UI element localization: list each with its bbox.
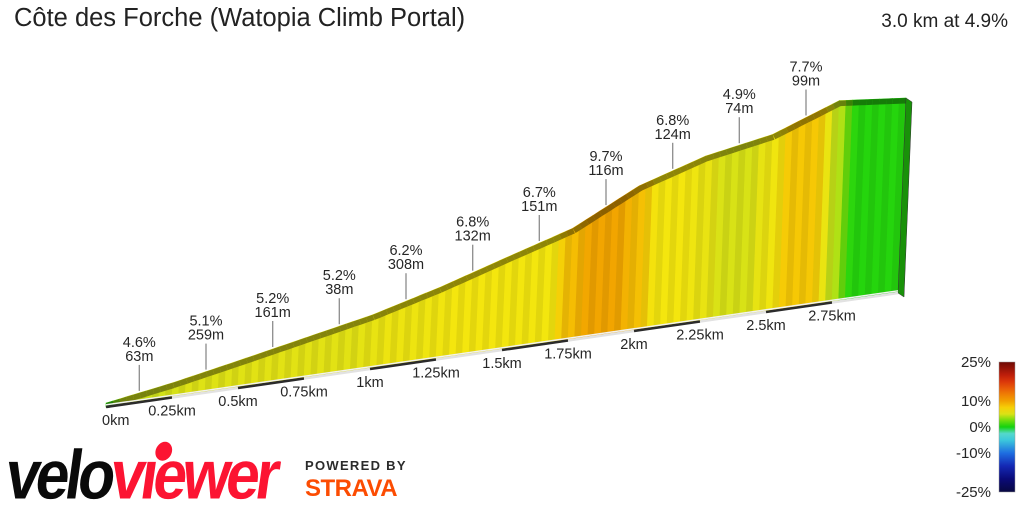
svg-text:124m: 124m: [655, 127, 691, 143]
svg-text:308m: 308m: [388, 257, 424, 273]
svg-text:2km: 2km: [620, 337, 647, 353]
svg-text:0.75km: 0.75km: [280, 385, 328, 401]
svg-text:259m: 259m: [188, 328, 224, 344]
svg-text:2.5km: 2.5km: [746, 318, 786, 334]
svg-text:1.25km: 1.25km: [412, 366, 460, 382]
svg-text:38m: 38m: [325, 282, 353, 298]
svg-text:0.25km: 0.25km: [148, 404, 196, 420]
svg-text:-25%: -25%: [956, 484, 991, 501]
svg-text:0km: 0km: [102, 413, 129, 429]
svg-text:0.5km: 0.5km: [218, 394, 258, 410]
svg-text:10%: 10%: [961, 393, 991, 410]
svg-text:-10%: -10%: [956, 445, 991, 462]
svg-text:1.75km: 1.75km: [544, 347, 592, 363]
svg-text:132m: 132m: [455, 229, 491, 245]
svg-text:0%: 0%: [969, 419, 991, 436]
svg-text:STRAVA: STRAVA: [305, 475, 397, 502]
svg-text:151m: 151m: [521, 199, 557, 215]
svg-text:74m: 74m: [725, 101, 753, 117]
svg-text:2.25km: 2.25km: [676, 328, 724, 344]
svg-text:1km: 1km: [356, 375, 383, 391]
svg-text:63m: 63m: [125, 349, 153, 365]
svg-text:161m: 161m: [255, 305, 291, 321]
svg-text:1.5km: 1.5km: [482, 356, 522, 372]
svg-text:99m: 99m: [792, 74, 820, 90]
svg-text:25%: 25%: [961, 354, 991, 371]
svg-text:2.75km: 2.75km: [808, 309, 856, 325]
svg-text:116m: 116m: [588, 163, 623, 179]
